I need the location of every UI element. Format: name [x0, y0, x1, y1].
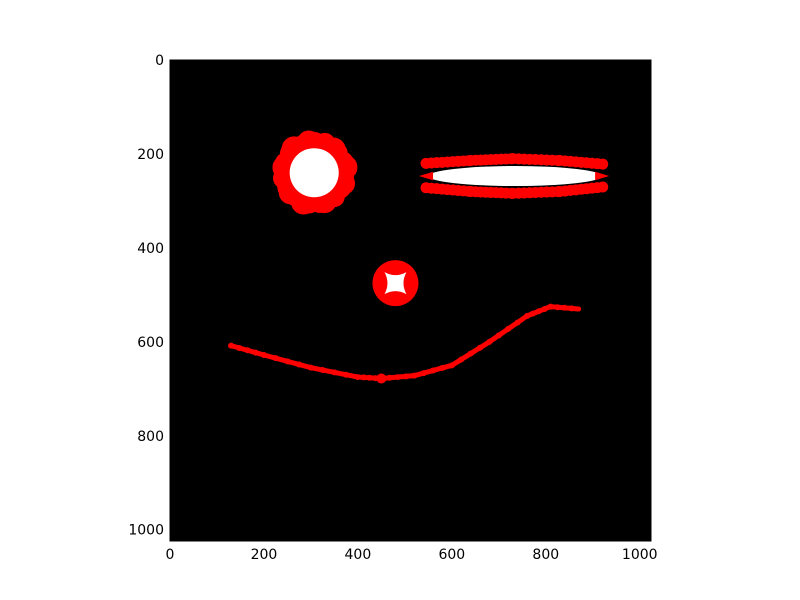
- mouth-marker: [514, 319, 521, 326]
- mouth-marker: [272, 355, 279, 362]
- mouth-marker: [403, 373, 410, 380]
- mouth-marker: [343, 371, 350, 378]
- x-tick-label: 1000: [622, 547, 658, 563]
- mouth-marker: [535, 308, 542, 315]
- mouth-marker: [547, 303, 554, 310]
- mouth-marker: [244, 347, 251, 354]
- mouth-marker: [331, 369, 338, 376]
- mouth-marker: [260, 351, 267, 358]
- mouth-marker: [541, 305, 548, 312]
- mouth-marker: [486, 338, 493, 345]
- ellipse-marker-top: [597, 158, 609, 170]
- x-tick-label: 200: [251, 547, 278, 563]
- mouth-marker: [448, 362, 455, 369]
- mouth-marker: [284, 358, 291, 365]
- y-tick-label: 400: [137, 241, 164, 257]
- mouth-marker: [360, 374, 367, 381]
- mouth-marker: [296, 361, 303, 368]
- x-tick-label: 400: [345, 547, 372, 563]
- ellipse-hole: [428, 166, 603, 187]
- mouth-marker: [477, 344, 484, 351]
- mouth-marker: [386, 374, 393, 381]
- mouth-marker: [458, 356, 465, 363]
- mouth-marker: [561, 304, 568, 311]
- mouth-marker: [366, 374, 373, 381]
- ellipse-marker-bottom: [597, 181, 609, 193]
- mouth-marker: [236, 344, 243, 351]
- mouth-marker: [307, 364, 314, 371]
- mouth-marker: [467, 350, 474, 357]
- mouth-marker: [376, 373, 387, 384]
- mouth-marker: [252, 349, 259, 356]
- x-tick-label: 800: [532, 547, 559, 563]
- mouth-marker: [554, 304, 561, 311]
- chart-marks: [228, 130, 610, 384]
- mouth-marker: [354, 374, 361, 381]
- ellipse-tip-right: [595, 171, 610, 181]
- y-tick-label: 0: [155, 53, 164, 69]
- mouth-marker: [495, 332, 502, 339]
- x-tick-label: 0: [166, 547, 175, 563]
- ring-hole: [289, 148, 339, 198]
- mouth-marker: [523, 313, 530, 320]
- axes-frame: [169, 59, 652, 542]
- y-tick-label: 800: [137, 429, 164, 445]
- mouth-marker: [529, 310, 536, 317]
- ellipse-tip-left: [418, 171, 434, 181]
- x-tick-label: 600: [438, 547, 465, 563]
- y-tick-label: 1000: [128, 523, 164, 539]
- mouth-marker: [228, 342, 235, 349]
- nose-hole: [384, 272, 407, 295]
- mouth-marker: [505, 325, 512, 332]
- mouth-marker: [439, 364, 446, 371]
- mouth-marker: [319, 367, 326, 374]
- mouth-marker: [430, 367, 437, 374]
- mouth-marker: [394, 374, 401, 381]
- mouth-marker: [420, 370, 427, 377]
- y-tick-label: 600: [137, 335, 164, 351]
- mouth-marker: [568, 305, 575, 312]
- mouth-marker: [411, 372, 418, 379]
- y-tick-label: 200: [137, 147, 164, 163]
